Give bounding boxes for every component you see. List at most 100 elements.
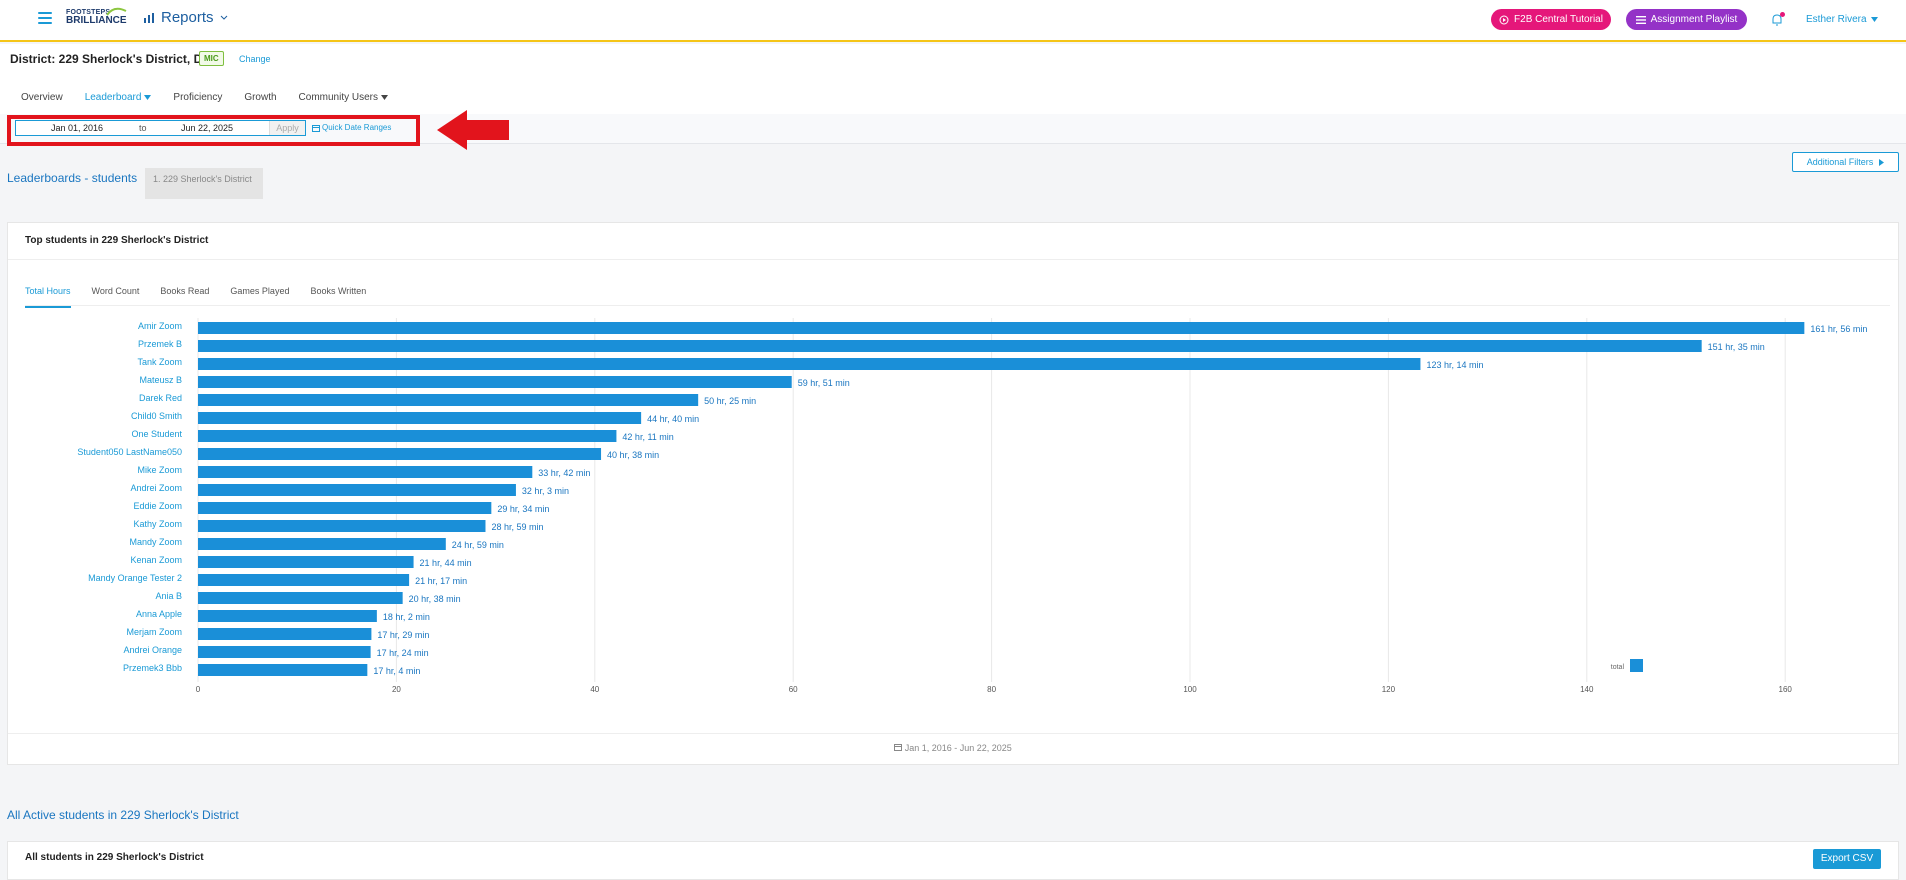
menu-icon[interactable] [38, 12, 52, 24]
metric-tabs: Total Hours Word Count Books Read Games … [25, 286, 387, 308]
calendar-icon [894, 744, 903, 751]
student-name-label[interactable]: Przemek B [138, 339, 182, 349]
student-name-label[interactable]: Mateusz B [139, 375, 182, 385]
bar-value-label: 17 hr, 29 min [377, 630, 429, 640]
student-name-label[interactable]: One Student [131, 429, 182, 439]
district-label: District: 229 Sherlock's District, DC [10, 52, 211, 66]
bar-value-label: 161 hr, 56 min [1810, 324, 1867, 334]
legend-swatch [1630, 659, 1643, 672]
bar-value-label: 33 hr, 42 min [538, 468, 590, 478]
student-name-label[interactable]: Darek Red [139, 393, 182, 403]
student-name-label[interactable]: Amir Zoom [138, 321, 182, 331]
district-crumb[interactable]: 1. 229 Sherlock's District [145, 168, 263, 199]
bar[interactable] [198, 556, 414, 568]
user-menu[interactable]: Esther Rivera [1806, 14, 1878, 25]
student-name-label[interactable]: Andrei Orange [123, 645, 182, 655]
bar[interactable] [198, 628, 372, 640]
list-icon [1635, 15, 1646, 24]
bar[interactable] [198, 448, 602, 460]
apply-button[interactable]: Apply [269, 121, 305, 135]
assignment-playlist-button[interactable]: Assignment Playlist [1626, 9, 1747, 30]
bar[interactable] [198, 466, 533, 478]
bar[interactable] [198, 412, 642, 424]
bar-value-label: 123 hr, 14 min [1426, 360, 1483, 370]
tab-games-played[interactable]: Games Played [230, 286, 290, 296]
bar-value-label: 17 hr, 4 min [373, 666, 420, 676]
bar-value-label: 42 hr, 11 min [622, 432, 673, 442]
assignment-playlist-label: Assignment Playlist [1650, 14, 1738, 25]
reports-menu[interactable]: Reports [143, 9, 228, 26]
tutorial-button[interactable]: F2B Central Tutorial [1491, 9, 1611, 30]
date-range-footer: Jan 1, 2016 - Jun 22, 2025 [8, 743, 1898, 753]
bar[interactable] [198, 646, 371, 658]
bar[interactable] [198, 484, 516, 496]
bar-value-label: 28 hr, 59 min [491, 522, 543, 532]
bar[interactable] [198, 538, 446, 550]
tab-label: Growth [244, 92, 277, 103]
tab-growth[interactable]: Growth [244, 92, 276, 103]
top-students-card: Top students in 229 Sherlock's District … [7, 222, 1899, 765]
student-name-label[interactable]: Child0 Smith [131, 411, 182, 421]
bar[interactable] [198, 358, 1421, 370]
divider [8, 259, 1898, 260]
bar[interactable] [198, 322, 1805, 334]
student-name-label[interactable]: Przemek3 Bbb [123, 663, 182, 673]
export-csv-button[interactable]: Export CSV [1813, 849, 1881, 869]
bar-value-label: 18 hr, 2 min [383, 612, 430, 622]
date-range-input[interactable]: Jan 01, 2016 to Jun 22, 2025 Apply [15, 120, 306, 136]
student-name-label[interactable]: Andrei Zoom [130, 483, 182, 493]
bar[interactable] [198, 592, 403, 604]
active-students-title: All Active students in 229 Sherlock's Di… [7, 808, 239, 822]
student-name-label[interactable]: Mandy Orange Tester 2 [88, 573, 182, 583]
bar[interactable] [198, 394, 699, 406]
student-name-label[interactable]: Mike Zoom [137, 465, 182, 475]
bar-value-label: 21 hr, 17 min [415, 576, 467, 586]
notification-bell-icon[interactable] [1770, 12, 1785, 27]
tab-books-written[interactable]: Books Written [310, 286, 367, 296]
student-name-label[interactable]: Anna Apple [136, 609, 182, 619]
quick-date-ranges-link[interactable]: Quick Date Ranges [312, 123, 391, 132]
additional-filters-label: Additional Filters [1806, 157, 1874, 167]
end-date-field[interactable]: Jun 22, 2025 [181, 123, 234, 133]
user-name: Esther Rivera [1806, 14, 1867, 25]
bar[interactable] [198, 502, 492, 514]
start-date-field[interactable]: Jan 01, 2016 [51, 123, 104, 133]
tab-label: Overview [21, 92, 63, 103]
bar[interactable] [198, 520, 486, 532]
notification-dot [1780, 12, 1785, 17]
bar[interactable] [198, 610, 377, 622]
student-name-label[interactable]: Mandy Zoom [129, 537, 182, 547]
student-name-label[interactable]: Kathy Zoom [133, 519, 182, 529]
tab-proficiency[interactable]: Proficiency [173, 92, 222, 103]
district-bar [0, 44, 1906, 114]
bar[interactable] [198, 574, 410, 586]
student-name-label[interactable]: Student050 LastName050 [77, 447, 182, 457]
caret-down-icon [381, 95, 389, 100]
tab-leaderboard[interactable]: Leaderboard [85, 92, 152, 103]
student-name-label[interactable]: Eddie Zoom [133, 501, 182, 511]
tab-community-users[interactable]: Community Users [299, 92, 389, 103]
tab-word-count[interactable]: Word Count [91, 286, 140, 296]
logo[interactable]: FOOTSTEPS BRILLIANCE [66, 7, 128, 33]
bar[interactable] [198, 340, 1702, 352]
tab-overview[interactable]: Overview [21, 92, 63, 103]
student-name-label[interactable]: Ania B [155, 591, 182, 601]
top-bar: FOOTSTEPS BRILLIANCE Reports F2B Central… [0, 0, 1906, 42]
tab-total-hours[interactable]: Total Hours [25, 286, 71, 308]
additional-filters-button[interactable]: Additional Filters [1792, 152, 1899, 172]
card-title: Top students in 229 Sherlock's District [25, 235, 209, 246]
bar[interactable] [198, 376, 792, 388]
calendar-icon [312, 124, 320, 132]
change-district-link[interactable]: Change [239, 54, 271, 64]
bar-value-label: 20 hr, 38 min [409, 594, 461, 604]
bar-value-label: 29 hr, 34 min [497, 504, 549, 514]
logo-line1: FOOTSTEPS [66, 9, 111, 16]
student-name-label[interactable]: Merjam Zoom [126, 627, 182, 637]
red-arrow-icon [437, 110, 509, 150]
logo-line2: BRILLIANCE [66, 15, 127, 26]
bar[interactable] [198, 430, 617, 442]
student-name-label[interactable]: Tank Zoom [137, 357, 182, 367]
bar[interactable] [198, 664, 368, 676]
tab-books-read[interactable]: Books Read [160, 286, 210, 296]
student-name-label[interactable]: Kenan Zoom [130, 555, 182, 565]
